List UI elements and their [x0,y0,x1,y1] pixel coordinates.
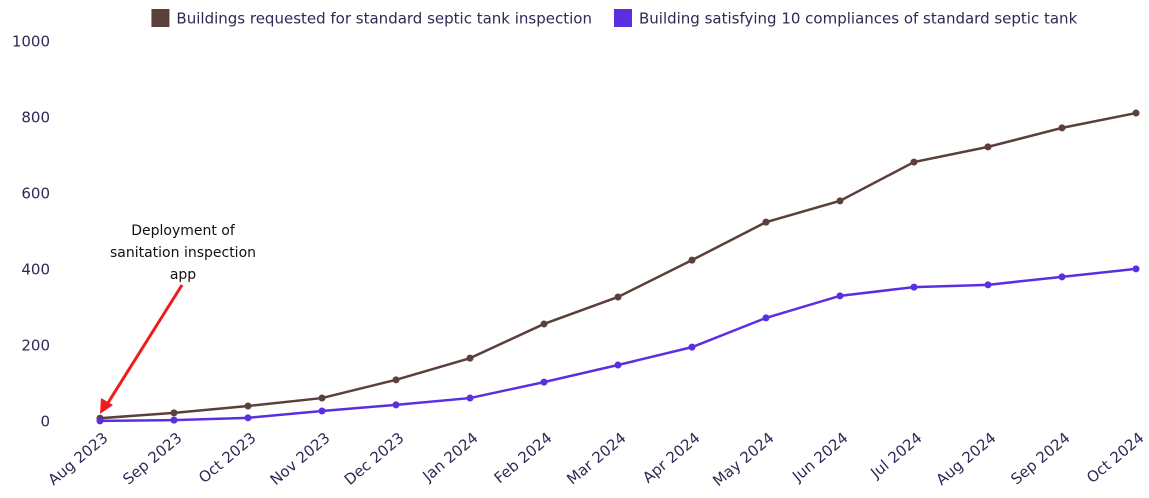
data-point [540,320,548,328]
data-point [540,378,548,386]
data-point [614,293,622,301]
x-tick-label: Oct 2023 [195,429,259,487]
data-point [318,407,326,415]
data-point [170,409,178,417]
data-point [466,354,474,362]
y-tick-label: 600 [21,185,50,203]
data-point [762,218,770,226]
annotation-arrow [104,284,184,407]
data-point [984,143,992,151]
data-point [836,292,844,300]
x-tick-label: Nov 2023 [267,429,334,489]
data-point [466,394,474,402]
data-point [688,256,696,264]
x-tick-label: Oct 2024 [1083,429,1147,487]
x-tick-label: May 2024 [709,429,777,490]
x-tick-label: Jul 2024 [866,429,925,483]
x-tick-label: Feb 2024 [491,429,556,487]
y-tick-label: 400 [21,261,50,279]
legend-swatch [613,9,632,27]
x-tick-label: Dec 2023 [341,429,408,489]
annotation: app [170,267,196,283]
legend-label: Buildings requested for standard septic … [176,10,592,28]
series-line [99,267,1137,423]
x-tick-label: Jan 2024 [419,429,482,486]
data-point [1058,124,1066,132]
x-tick-label: Apr 2024 [639,429,703,487]
legend-label: Building satisfying 10 compliances of st… [639,10,1078,28]
data-point [244,402,252,410]
data-point [762,314,770,322]
series-line [99,111,1137,420]
data-point [910,283,918,291]
legend-swatch [151,9,170,27]
data-point [688,343,696,351]
data-point [614,361,622,369]
annotation: Deployment of [131,223,236,239]
data-point [392,401,400,409]
data-point [910,158,918,166]
annotation: sanitation inspection [110,245,256,261]
data-point [836,197,844,205]
x-tick-label: Mar 2024 [563,429,629,489]
y-tick-label: 800 [21,109,50,127]
x-tick-label: Aug 2024 [933,429,1000,489]
data-point [392,376,400,384]
data-point [1058,273,1066,281]
y-tick-label: 200 [21,337,50,355]
x-tick-label: Jun 2024 [788,429,851,486]
x-tick-label: Sep 2024 [1007,429,1073,489]
data-point [170,416,178,424]
data-point [984,281,992,289]
y-tick-label: 1000 [12,33,50,51]
data-point [96,417,104,425]
data-point [318,394,326,402]
data-point [1132,109,1140,117]
x-tick-label: Sep 2023 [119,429,185,489]
legend: Buildings requested for standard septic … [151,9,1078,28]
arrow-head [100,398,113,414]
x-tick-label: Aug 2023 [45,429,112,489]
data-point [244,414,252,422]
y-tick-label: 0 [40,413,50,431]
data-point [1132,265,1140,273]
